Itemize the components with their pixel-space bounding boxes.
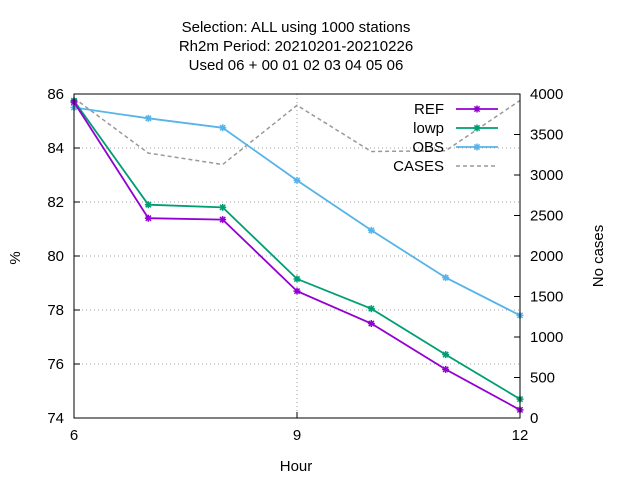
legend-label-lowp: lowp [413, 120, 444, 137]
y2-tick-label: 3000 [530, 167, 563, 184]
data-point-obs [144, 114, 152, 122]
y-tick-label: 76 [47, 356, 64, 373]
chart-title-line-1: Selection: ALL using 1000 stations [182, 19, 411, 36]
chart-title-line-3: Used 06 + 00 01 02 03 04 05 06 [189, 57, 404, 74]
y2-tick-label: 500 [530, 370, 555, 387]
data-point-lowp [442, 351, 450, 359]
y2-axis-label: No cases [590, 225, 607, 288]
x-tick-label: 12 [512, 427, 529, 444]
y-tick-label: 74 [47, 410, 64, 427]
series-layer [70, 97, 524, 414]
y2-tick-label: 3500 [530, 127, 563, 144]
legend: REF lowp OBS CASES [393, 101, 498, 175]
data-point-ref [144, 214, 152, 222]
data-point-obs [293, 176, 301, 184]
y2-tick-label: 1500 [530, 289, 563, 306]
y-tick-label: 82 [47, 194, 64, 211]
legend-marker-ref [473, 105, 481, 113]
data-point-obs [367, 226, 375, 234]
data-point-ref [293, 287, 301, 295]
data-point-lowp [293, 275, 301, 283]
data-point-lowp [144, 201, 152, 209]
data-point-ref [367, 320, 375, 327]
y2-tick-label: 2500 [530, 208, 563, 225]
y-tick-label: 78 [47, 302, 64, 319]
data-point-lowp [367, 305, 375, 313]
x-tick-label: 6 [70, 427, 78, 444]
y2-tick-label: 0 [530, 410, 538, 427]
y2-tick-label: 4000 [530, 86, 563, 103]
y2-tick-label: 2000 [530, 248, 563, 265]
y-tick-label: 84 [47, 140, 64, 157]
x-axis-label: Hour [280, 458, 313, 475]
series-line-cases [73, 97, 521, 166]
legend-label-obs: OBS [412, 139, 444, 156]
y-axis-label: % [7, 251, 24, 264]
legend-label-cases: CASES [393, 158, 444, 175]
y-tick-label: 80 [47, 248, 64, 265]
data-point-obs [442, 274, 450, 282]
axis-ticks: 74 76 78 80 82 84 86 6 9 120 500 1000 1500 2000 2500 30… [47, 86, 563, 444]
data-point-lowp [219, 203, 227, 211]
legend-marker-lowp [473, 124, 481, 132]
data-point-ref [442, 365, 450, 373]
y-tick-label: 86 [47, 86, 64, 103]
x-tick-label: 9 [293, 427, 301, 444]
legend-marker-obs [473, 143, 481, 151]
legend-label-ref: REF [414, 101, 444, 118]
y2-tick-label: 1000 [530, 329, 563, 346]
data-point-ref [219, 216, 227, 224]
data-point-obs [219, 124, 227, 132]
chart-title-line-2: Rh2m Period: 20210201-20210226 [179, 38, 413, 55]
